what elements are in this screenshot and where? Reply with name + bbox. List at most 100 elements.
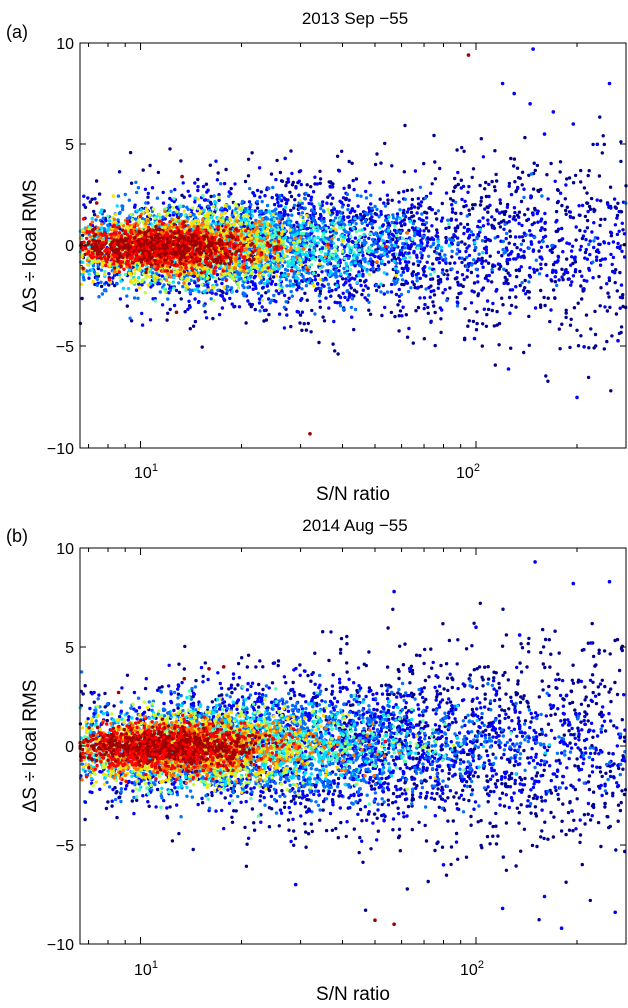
- panel-a-data-point: [429, 245, 433, 249]
- panel-a-data-point: [476, 274, 480, 278]
- panel-a-data-point: [497, 221, 501, 226]
- panel-a-data-point: [606, 291, 610, 295]
- panel-a-data-point: [419, 238, 423, 243]
- panel-a-data-point: [204, 316, 209, 320]
- panel-a-data-point: [140, 323, 145, 327]
- panel-a-data-point: [606, 202, 610, 207]
- panel-a-data-point: [449, 218, 453, 222]
- panel-a-data-point: [522, 231, 526, 235]
- panel-a-data-point: [311, 216, 315, 221]
- panel-a-data-point: [429, 284, 433, 288]
- panel-a-data-point: [411, 341, 415, 345]
- panel-a-data-point: [501, 303, 505, 307]
- panel-a-data-point: [246, 174, 251, 178]
- panel-a-data-point: [269, 282, 273, 286]
- panel-a-data-point: [202, 303, 206, 308]
- panel-a-data-point: [155, 196, 160, 200]
- panel-a-data-point: [289, 289, 293, 294]
- panel-a-data-point: [97, 192, 102, 196]
- panel-a-data-point: [433, 177, 438, 181]
- panel-a-data-point: [321, 315, 325, 319]
- panel-a-data-point: [546, 379, 550, 383]
- panel-a-title: 2013 Sep −55: [302, 9, 408, 28]
- panel-a-data-point: [546, 296, 550, 300]
- panel-a-data-point: [431, 241, 436, 246]
- panel-a-data-point: [615, 232, 620, 237]
- panel-a-data-point: [432, 293, 437, 297]
- panel-a-data-point: [418, 185, 423, 189]
- panel-a-data-point: [378, 226, 382, 230]
- panel-a-data-point: [264, 217, 269, 221]
- panel-a-data-point: [466, 236, 471, 240]
- panel-a-data-point: [350, 297, 355, 301]
- panel-a-data-point: [513, 210, 517, 215]
- panel-a-data-point: [453, 185, 457, 190]
- panel-a-data-point: [465, 214, 469, 218]
- panel-a-data-point: [426, 240, 430, 245]
- panel-a-data-point: [467, 319, 471, 323]
- panel-a-data-point: [564, 311, 568, 315]
- panel-a-data-point: [486, 307, 491, 312]
- panel-a-data-point: [291, 275, 295, 279]
- panel-a-data-point: [392, 228, 397, 232]
- panel-a-data-point: [539, 305, 543, 309]
- panel-a-data-point: [126, 286, 131, 291]
- panel-a-data-point: [519, 255, 523, 259]
- panel-a-data-point: [608, 230, 613, 234]
- panel-a-data-point: [271, 212, 275, 217]
- panel-a-data-point: [544, 374, 548, 378]
- panel-a-data-point: [382, 251, 386, 256]
- panel-a-data-point: [274, 177, 278, 182]
- panel-a-data-point: [422, 306, 426, 311]
- panel-a-data-point: [118, 297, 123, 301]
- panel-a-data-point: [589, 327, 593, 331]
- panel-a-data-point: [344, 197, 348, 202]
- panel-a-data-point: [254, 286, 258, 291]
- panel-a-data-point: [560, 275, 564, 279]
- panel-a-data-point: [475, 236, 479, 241]
- panel-a-data-point: [616, 201, 620, 205]
- panel-a-data-point: [310, 202, 314, 206]
- panel-a-data-point: [573, 173, 578, 178]
- panel-a-data-point: [331, 196, 335, 200]
- panel-a-data-point: [289, 149, 293, 153]
- panel-a-data-point: [486, 218, 490, 222]
- panel-a-data-point: [564, 315, 568, 320]
- panel-a-data-point: [603, 257, 607, 261]
- panel-a-data-point: [557, 239, 561, 243]
- panel-a-data-point: [290, 171, 294, 176]
- panel-a-data-point: [315, 182, 319, 186]
- panel-a-data-point: [425, 216, 429, 220]
- panel-a-data-point: [289, 324, 293, 329]
- panel-a-data-point: [610, 334, 614, 338]
- panel-a-data-point: [316, 228, 320, 233]
- panel-a-data-point: [607, 276, 611, 280]
- panel-a-scatter-points: [78, 47, 628, 436]
- panel-a-data-point: [451, 199, 455, 203]
- panel-a-data-point: [286, 198, 290, 202]
- panel-a-data-point: [118, 210, 122, 215]
- panel-a-data-point: [167, 203, 171, 207]
- panel-a-data-point: [331, 342, 335, 346]
- panel-a-data-point: [476, 280, 480, 284]
- panel-a-data-point: [278, 216, 282, 221]
- panel-a-data-point: [410, 188, 414, 192]
- panel-a-data-point: [306, 280, 310, 284]
- panel-a-data-point: [206, 285, 210, 290]
- panel-a-data-point: [357, 238, 361, 242]
- panel-a-data-point: [403, 260, 408, 264]
- panel-a-data-point: [579, 284, 583, 288]
- panel-a-data-point: [259, 276, 263, 280]
- panel-a-data-point: [131, 265, 135, 269]
- panel-a-data-point: [433, 211, 438, 216]
- panel-a-data-point: [357, 262, 361, 266]
- panel-a-data-point: [294, 186, 298, 190]
- panel-a-data-point: [471, 167, 476, 171]
- panel-a-data-point: [80, 296, 84, 301]
- panel-a-data-point: [209, 194, 213, 199]
- panel-a-data-point: [222, 285, 226, 290]
- panel-a-data-point: [304, 328, 309, 332]
- panel-a-data-point: [100, 208, 104, 212]
- panel-a-data-point: [405, 188, 410, 193]
- panel-a-data-point: [150, 186, 155, 190]
